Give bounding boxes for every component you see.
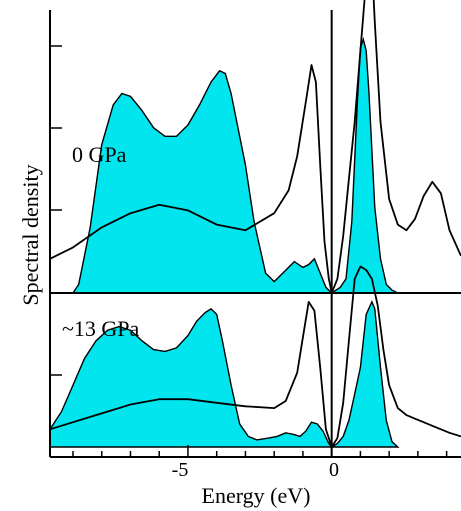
axes xyxy=(49,10,461,458)
y-axis-label: Spectral density xyxy=(18,164,43,305)
top-filled-series xyxy=(71,36,399,294)
bottom-line-series xyxy=(49,265,461,448)
panel-bottom xyxy=(49,265,461,448)
x-axis-label: Energy (eV) xyxy=(202,483,311,508)
panel-label-top: 0 GPa xyxy=(72,142,127,167)
tick-marks xyxy=(50,45,448,457)
panel-top xyxy=(49,0,461,294)
bottom-filled-series xyxy=(49,300,400,448)
x-tick-label-neg5: -5 xyxy=(172,459,189,481)
x-tick-label-0: 0 xyxy=(329,459,339,481)
top-line-series xyxy=(49,0,461,294)
panel-label-bottom: ~13 GPa xyxy=(62,316,140,341)
